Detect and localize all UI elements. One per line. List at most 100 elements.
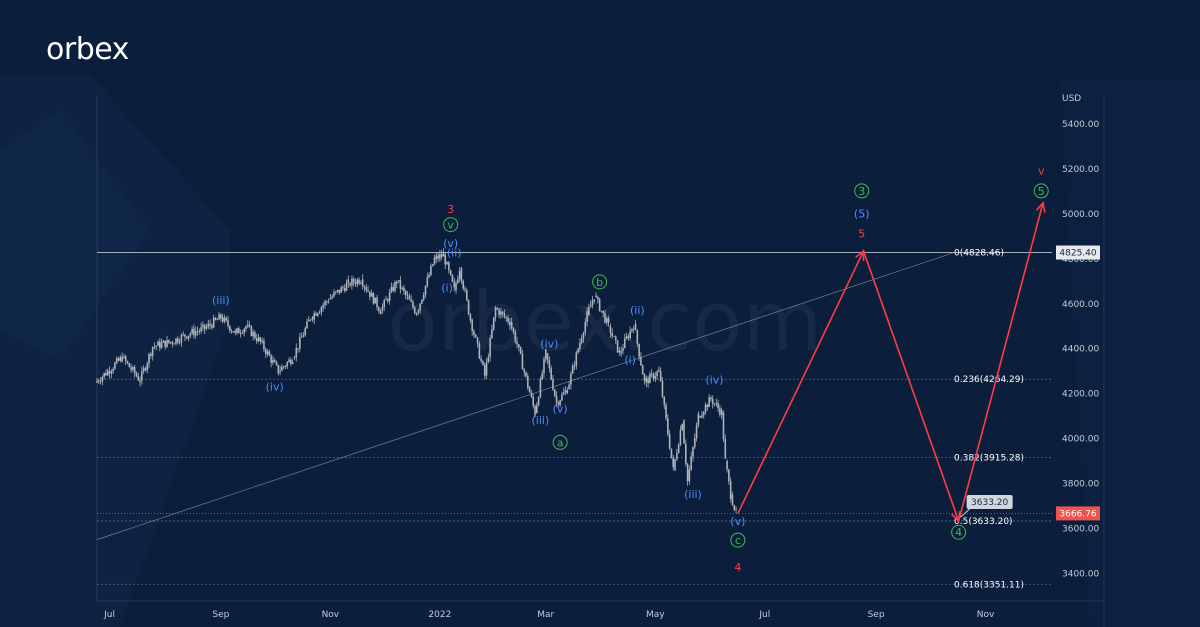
candle-body: [464, 288, 466, 291]
candle-body: [288, 359, 290, 363]
candle-body: [198, 330, 201, 332]
candle-body: [491, 329, 493, 339]
candle-body: [555, 395, 558, 403]
candle-body: [316, 313, 319, 316]
candle-body: [598, 299, 601, 311]
candle-body: [632, 328, 635, 330]
candle-body: [308, 319, 310, 322]
candle-body: [600, 310, 603, 312]
candle-body: [604, 312, 606, 323]
candle-body: [573, 365, 576, 367]
candle-body: [724, 439, 727, 459]
candle-body: [123, 356, 125, 358]
candle-body: [421, 299, 423, 304]
candle-body: [117, 358, 120, 361]
candle-body: [482, 360, 484, 365]
candle-body: [449, 270, 452, 275]
candle-body: [701, 415, 703, 418]
last-price-text: 3666.76: [1059, 509, 1096, 519]
candle-body: [586, 311, 588, 322]
candle-body: [162, 340, 165, 343]
wave-label: (iv): [540, 338, 558, 351]
trend-line: [96, 251, 956, 540]
candle-body: [439, 254, 441, 259]
candle-body: [577, 349, 579, 353]
candle-body: [124, 356, 127, 362]
candle-body: [431, 264, 434, 267]
candle-body: [532, 396, 535, 406]
candle-body: [315, 313, 317, 316]
candle-body: [670, 448, 673, 458]
candle-body: [349, 283, 351, 286]
candle-body: [340, 287, 342, 293]
candle-body: [589, 305, 592, 308]
candle-body: [706, 404, 709, 408]
candle-body: [141, 371, 143, 381]
candle-body: [311, 317, 314, 320]
y-tick-label: 4000.00: [1062, 435, 1099, 445]
wave-label: (ii): [630, 304, 645, 317]
candle-body: [238, 328, 240, 334]
y-tick-label: 4600.00: [1062, 300, 1099, 310]
candle-body: [412, 301, 414, 308]
candle-body: [318, 311, 321, 314]
candle-body: [476, 337, 479, 344]
candle-body: [654, 376, 657, 379]
candle-body: [711, 398, 714, 404]
candle-body: [302, 335, 305, 337]
candle-body: [160, 342, 163, 348]
candle-body: [444, 254, 447, 265]
candle-body: [130, 367, 132, 370]
candle-body: [440, 254, 443, 257]
candle-body: [609, 326, 612, 334]
candle-body: [234, 330, 237, 333]
candle-body: [144, 368, 147, 371]
candle-body: [713, 403, 716, 405]
candle-body: [446, 262, 448, 265]
candle-body: [410, 299, 412, 302]
candle-body: [176, 338, 179, 343]
candle-body: [290, 359, 292, 364]
candle-body: [363, 286, 366, 288]
candle-body: [246, 324, 249, 327]
candle-body: [692, 447, 694, 457]
candle-body: [503, 313, 506, 317]
candle-body: [636, 330, 639, 344]
candle-body: [370, 292, 373, 297]
candle-body: [528, 387, 531, 393]
candle-body: [541, 373, 543, 379]
wave-label: (i): [441, 281, 453, 294]
candle-body: [552, 379, 554, 390]
wave-label-circle: [1033, 183, 1049, 199]
candle-body: [519, 347, 522, 354]
candle-body: [618, 350, 621, 353]
candle-body: [169, 342, 172, 343]
candle-body: [155, 345, 158, 347]
candle-body: [704, 404, 707, 413]
wave-label: (i): [624, 353, 636, 366]
candle-body: [193, 328, 195, 336]
x-tick-label: Sep: [212, 610, 229, 620]
candle-body: [270, 355, 272, 363]
candle-body: [688, 469, 691, 482]
candle-body: [221, 317, 224, 322]
candle-body: [182, 334, 184, 336]
candle-body: [548, 359, 551, 369]
y-tick-label: 3600.00: [1062, 524, 1099, 534]
candle-body: [395, 281, 398, 284]
candle-body: [243, 328, 245, 333]
candle-body: [514, 331, 517, 342]
candle-body: [272, 360, 274, 363]
candle-body: [726, 461, 728, 470]
candle-body: [103, 372, 105, 377]
wave-label: (iii): [212, 294, 230, 307]
candle-body: [559, 400, 561, 405]
candle-body: [126, 361, 129, 364]
candle-body: [415, 313, 418, 316]
candle-body: [369, 291, 371, 297]
candle-body: [525, 372, 527, 377]
candle-body: [575, 352, 578, 366]
candle-body: [187, 335, 190, 339]
candle-body: [650, 373, 653, 375]
